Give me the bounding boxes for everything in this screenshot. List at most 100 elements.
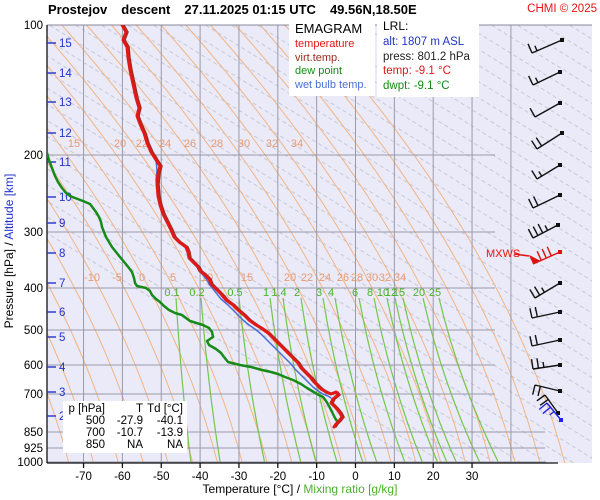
legend-items: temperature virt.temp. dew point wet bulb t… [295, 38, 371, 92]
lrl-row: press: 801.2 hPa [383, 50, 479, 65]
station-coords: 49.56N,18.50E [329, 2, 417, 17]
lrl-rows: alt: 1807 m ASL press: 801.2 hPa temp: -9.… [383, 35, 479, 93]
moist-adiabat-label: 15 [68, 138, 80, 150]
lrl-row-value: 801.2 hPa [417, 50, 470, 63]
legend-item: dew point [295, 65, 343, 77]
moist-adiabat-label: 30 [238, 138, 250, 150]
wind-barb-icon [530, 358, 562, 370]
lrl-row: alt: 1807 m ASL [383, 35, 479, 50]
lrl-row-label: temp: [383, 65, 415, 77]
table-cell: -27.9 [116, 415, 143, 427]
moist-adiabat-label: 20 [114, 138, 126, 150]
wind-barb-icon [531, 131, 564, 150]
temp-tick-label: 0 [352, 471, 358, 483]
temp-tick-label: 10 [388, 471, 401, 483]
sounding-type: descent [121, 2, 171, 17]
mixing-ratio-label: 12 [385, 287, 397, 299]
sounding-datetime: 27.11.2025 01:15 UTC [184, 2, 316, 17]
mixing-ratio-label: 0.1 [164, 287, 179, 299]
table-row: 850 NA NA [63, 439, 187, 451]
pressure-tick-label: 925 [24, 443, 43, 455]
temp-tick-label: -40 [192, 471, 209, 483]
legend-panel: EMAGRAM temperature virt.temp. dew point we… [289, 19, 375, 96]
altitude-tick-label: 11 [59, 157, 71, 169]
lrl-row: temp: -9.1 °C [383, 64, 479, 79]
wind-barb-icon [527, 38, 564, 54]
wind-barb-icon [531, 384, 562, 397]
moist-adiabat-label: 34 [291, 138, 303, 150]
wind-barb-icon [529, 306, 562, 319]
mixing-ratio-label: 1.4 [271, 287, 286, 299]
altitude-tick-label: 4 [59, 362, 66, 374]
axes: -70 -60 -50 -40 -30 -20 -10 0 10 20 30100200300400… [17, 20, 558, 483]
lrl-title: LRL: [383, 19, 409, 33]
mixing-ratio-label: 1 [263, 287, 269, 299]
level-table-body: 500 -27.9 -40.1 700 -10.7 -13.9 850 NA NA [63, 415, 187, 451]
wind-barb-icon [536, 394, 560, 415]
mxws-pointer-line [513, 253, 530, 257]
wind-barb-icon [531, 163, 562, 180]
temp-tick-label: 30 [466, 471, 479, 483]
altitude-tick-label: 3 [59, 387, 65, 399]
mixing-ratio-label: 6 [352, 287, 358, 299]
dew-point-curve [47, 151, 339, 423]
moist-adiabat-label: 30 [366, 272, 378, 284]
moist-adiabat-label: 5 [170, 272, 176, 284]
altitude-tick-label: 13 [59, 97, 72, 109]
moist-adiabat-label: 28 [351, 272, 363, 284]
x-axis-caption-mixratio: Mixing ratio [g/kg] [303, 482, 398, 496]
moist-adiabat-label: 20 [284, 272, 296, 284]
temp-tick-label: 20 [427, 471, 440, 483]
moist-adiabat-label: -10 [84, 272, 100, 284]
lrl-row-label: dwpt: [383, 79, 414, 92]
altitude-tick-label: 14 [59, 68, 72, 80]
table-cell: NA [127, 439, 143, 451]
altitude-tick-label: 12 [59, 128, 72, 140]
temp-tick-label: -30 [231, 471, 248, 483]
mixing-ratio-label: 20 [413, 287, 425, 299]
temp-tick-label: -50 [153, 471, 170, 483]
pressure-tick-label: 500 [24, 325, 43, 337]
lrl-row-value: 1807 m ASL [401, 36, 465, 48]
legend-item: temperature [295, 38, 355, 50]
moist-adiabat-label: 0 [139, 272, 145, 284]
mxws-label: MXWS [486, 248, 521, 260]
y-axis-caption-pressure: Pressure [hPa] [2, 249, 16, 329]
wind-barb-icon [528, 70, 562, 86]
x-axis-caption-sep: / [293, 482, 304, 496]
altitude-tick-label: 2 [59, 411, 65, 423]
moist-adiabat-label: 32 [266, 138, 278, 150]
altitude-tick-label: 15 [59, 38, 72, 50]
chart-title: Prostejov descent 27.11.2025 01:15 UTC 49.5… [48, 2, 431, 17]
mixing-ratio-label: 4 [328, 287, 334, 299]
mixing-ratio-label: 25 [429, 287, 441, 299]
grid-lines [47, 24, 592, 463]
y-axis-caption-altitude: Altitude [km] [2, 173, 16, 240]
isoline-labels: 15 20 22 24 26 28 30 32 34-10 -5 0 5 10 15 20 22 24 26 28 3… [68, 138, 441, 299]
mixing-ratio-label: 0.5 [227, 287, 242, 299]
lrl-row-label: press: [383, 50, 418, 63]
wind-barb-icon [529, 334, 562, 347]
mixing-ratio-lines [175, 297, 500, 463]
moist-adiabat-label: 32 [379, 272, 391, 284]
lrl-panel: LRL: alt: 1807 m ASL press: 801.2 hPa temp… [377, 17, 479, 97]
mixing-ratio-label: 0.2 [189, 287, 204, 299]
temp-tick-label: -70 [75, 471, 92, 483]
wind-barbs [527, 38, 564, 422]
wind-barb-icon [529, 101, 562, 118]
table-row: 500 -27.9 -40.1 [63, 415, 187, 427]
pressure-tick-label: 700 [24, 389, 43, 401]
pressure-tick-label: 850 [24, 427, 43, 439]
sounding-curves [47, 25, 345, 429]
table-cell: NA [167, 439, 183, 451]
altitude-tick-label: 8 [59, 248, 65, 260]
table-header-cell: Td [°C] [147, 403, 183, 415]
mixing-ratio-label: 15 [393, 287, 405, 299]
temperature-curve [120, 25, 344, 429]
altitude-tick-label: 5 [59, 332, 65, 344]
pressure-tick-label: 300 [24, 227, 43, 239]
altitude-tick-label: 9 [59, 218, 65, 230]
wind-barb-icon [538, 402, 563, 422]
altitude-tick-label: 7 [59, 278, 65, 290]
